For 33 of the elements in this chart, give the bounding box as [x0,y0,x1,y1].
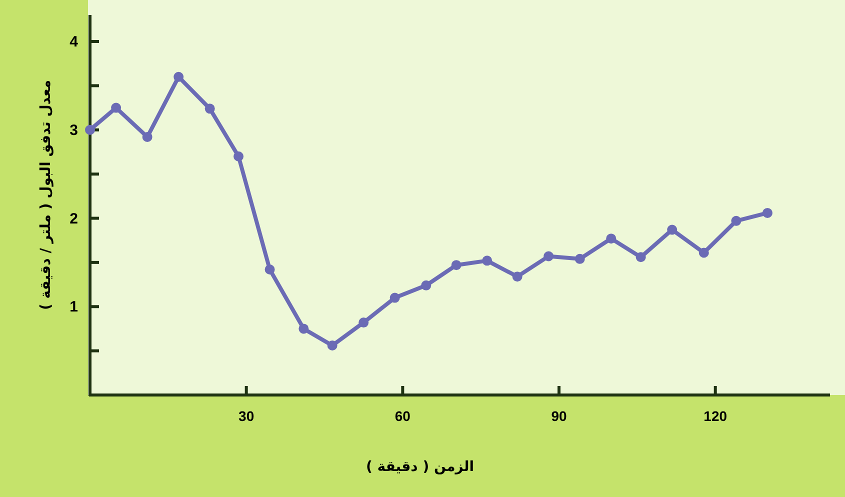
point [264,264,275,275]
x-tick-label: 30 [238,408,254,424]
point [234,151,244,162]
x-axis-title: الزمن ( دقيقة ) [366,459,474,475]
point [174,72,184,82]
point [512,272,522,282]
point [298,324,309,334]
point [731,216,742,226]
y-tick-label: 4 [70,34,79,51]
point [390,292,400,303]
y-axis-title: معدل تدفق البول ( ملتر / دقيقة ) [38,80,54,310]
point [451,260,462,270]
point [85,124,95,135]
x-tick-label: 60 [394,408,411,424]
point [358,318,369,328]
point [482,256,492,266]
point [574,254,585,264]
point [667,224,678,235]
point [204,104,215,114]
point [142,132,152,142]
point [636,252,646,262]
point [111,102,122,113]
y-tick-label: 2 [70,210,78,228]
point [544,251,554,262]
x-tick-label: 90 [551,408,568,424]
y-tick-label: 1 [70,298,78,316]
point [327,340,338,351]
point [698,248,709,258]
point [421,280,432,290]
point [606,234,616,244]
point [762,208,772,218]
y-tick-label: 3 [70,122,78,139]
x-tick-label: 120 [704,408,728,424]
